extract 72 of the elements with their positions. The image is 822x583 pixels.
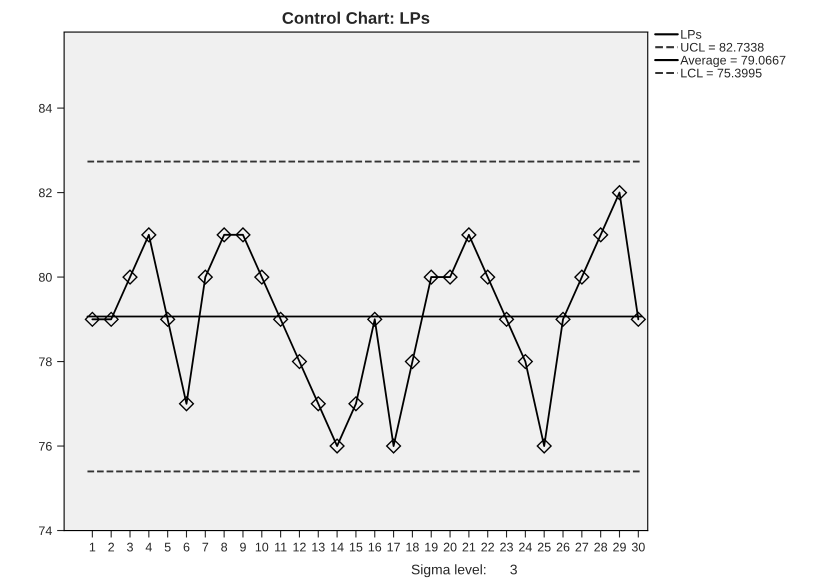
- x-tick-label: 2: [108, 542, 114, 552]
- x-tick-label: 4: [146, 542, 152, 552]
- y-tick-label: 78: [39, 357, 52, 366]
- y-tick-label: 80: [38, 272, 52, 282]
- x-tick-label: 30: [632, 542, 645, 552]
- point: [386, 438, 402, 454]
- point: [198, 270, 213, 285]
- point: [122, 270, 138, 285]
- point: [612, 185, 628, 200]
- point: [254, 270, 270, 285]
- x-tick-label: 6: [184, 542, 190, 552]
- x-tick-label: 19: [425, 542, 438, 552]
- x-tick-label: 1: [90, 542, 96, 552]
- point: [593, 227, 608, 242]
- x-tick-label: 24: [519, 542, 532, 552]
- x-tick-label: 17: [388, 542, 400, 552]
- x-tick-label: 27: [576, 542, 588, 552]
- point: [424, 270, 439, 285]
- x-tick-label: 20: [444, 542, 457, 552]
- x-tick-label: 18: [406, 542, 419, 552]
- x-tick-label: 16: [368, 542, 382, 552]
- x-tick-label: 21: [462, 542, 476, 552]
- x-tick-label: 5: [164, 542, 171, 552]
- y-tick-label: 74: [39, 526, 52, 536]
- x-tick-label: 22: [481, 542, 494, 552]
- text: Sigma level: 3: [412, 564, 517, 578]
- point: [216, 227, 232, 242]
- legend-label: Average = 79.0667: [680, 56, 786, 68]
- legend-label: LPs: [681, 30, 702, 39]
- point: [235, 227, 251, 242]
- point: [498, 312, 514, 327]
- y-tick-label: 84: [38, 104, 52, 113]
- point: [630, 312, 646, 327]
- x-tick-label: 9: [240, 542, 246, 552]
- legend-label: UCL = 82.7338: [681, 42, 764, 52]
- x-tick-label: 29: [613, 542, 626, 552]
- x-tick-label: 10: [256, 542, 268, 552]
- point: [141, 227, 156, 242]
- legend-label: LCL = 75.3995: [681, 68, 762, 78]
- x-tick-label: 14: [331, 542, 344, 552]
- point: [574, 270, 590, 285]
- point: [461, 227, 476, 242]
- x-tick-label: 3: [127, 542, 133, 552]
- point: [536, 438, 552, 454]
- x-tick-label: 23: [500, 542, 513, 552]
- x-tick-label: 28: [594, 542, 608, 552]
- y-tick-label: 76: [39, 442, 52, 451]
- point: [348, 396, 364, 412]
- point: [310, 396, 326, 412]
- point: [84, 312, 100, 327]
- point: [555, 312, 571, 327]
- x-tick-label: 7: [202, 542, 208, 552]
- point: [404, 354, 420, 370]
- x-tick-label: 13: [312, 542, 325, 552]
- x-tick-label: 26: [556, 542, 570, 552]
- point: [160, 312, 176, 327]
- x-tick-label: 25: [538, 542, 551, 552]
- point: [518, 354, 533, 370]
- point: [480, 270, 496, 285]
- x-tick-label: 12: [293, 542, 306, 552]
- point: [292, 354, 308, 370]
- point: [330, 438, 345, 454]
- point: [104, 312, 119, 327]
- chart-title: Control Chart: LPs: [282, 12, 430, 24]
- point: [442, 270, 458, 285]
- point: [178, 396, 194, 412]
- x-tick-label: 8: [221, 542, 228, 552]
- x-tick-label: 15: [350, 542, 362, 552]
- point: [273, 312, 288, 327]
- x-tick-label: 11: [275, 542, 286, 552]
- y-tick-label: 82: [38, 188, 52, 198]
- point: [367, 312, 382, 327]
